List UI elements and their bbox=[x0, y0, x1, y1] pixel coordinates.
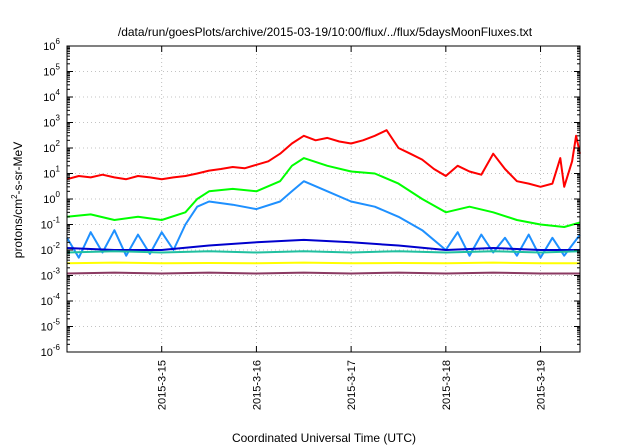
y-tick-label: 10-5 bbox=[41, 318, 61, 334]
grid bbox=[67, 46, 580, 352]
y-tick-exponent: 4 bbox=[56, 88, 61, 97]
y-tick-label: 106 bbox=[43, 37, 60, 53]
y-tick-exponent: 2 bbox=[56, 139, 61, 148]
y-tick-exponent: -2 bbox=[53, 241, 61, 250]
y-tick-exponent: 1 bbox=[56, 165, 61, 174]
y-tick-base: 10 bbox=[43, 143, 55, 155]
y-tick-base: 10 bbox=[43, 41, 55, 53]
y-tick-base: 10 bbox=[41, 220, 53, 232]
y-tick-label: 10-6 bbox=[41, 343, 61, 359]
y-tick-labels: 10-610-510-410-310-210-11001011021031041… bbox=[41, 37, 61, 359]
y-tick-base: 10 bbox=[41, 322, 53, 334]
y-tick-exponent: 5 bbox=[56, 63, 61, 72]
x-tick-label: 2015-3-19 bbox=[536, 360, 548, 410]
y-tick-label: 10-2 bbox=[41, 241, 61, 257]
y-tick-base: 10 bbox=[43, 169, 55, 181]
series-group bbox=[66, 129, 581, 275]
x-tick-label: 2015-3-17 bbox=[346, 360, 358, 410]
y-tick-label: 10-4 bbox=[41, 292, 61, 308]
y-tick-exponent: 3 bbox=[56, 114, 61, 123]
x-axis-label: Coordinated Universal Time (UTC) bbox=[232, 431, 416, 445]
y-tick-label: 102 bbox=[43, 139, 60, 155]
series-line-5 bbox=[66, 250, 581, 254]
x-tick-labels: 2015-3-15 2015-3-16 2015-3-17 2015-3-18 2015… bbox=[157, 360, 548, 410]
y-tick-exponent: -4 bbox=[53, 292, 61, 301]
y-tick-exponent: -5 bbox=[53, 318, 61, 327]
ticks bbox=[67, 45, 580, 353]
y-axis-label: protons/cm2-s-sr-MeV bbox=[10, 142, 25, 258]
y-tick-base: 10 bbox=[43, 194, 55, 206]
series-line-2 bbox=[66, 157, 581, 228]
y-tick-exponent: -6 bbox=[53, 343, 61, 352]
y-tick-exponent: -1 bbox=[53, 216, 61, 225]
y-tick-label: 10-1 bbox=[41, 216, 61, 232]
x-tick-label: 2015-3-18 bbox=[441, 360, 453, 410]
y-tick-exponent: -3 bbox=[53, 267, 61, 276]
series-line-4 bbox=[66, 238, 580, 251]
y-tick-base: 10 bbox=[43, 118, 55, 130]
y-tick-base: 10 bbox=[41, 347, 53, 359]
y-tick-label: 103 bbox=[43, 114, 60, 130]
y-tick-base: 10 bbox=[41, 271, 53, 283]
series-line-6 bbox=[66, 261, 580, 265]
x-tick-label: 2015-3-16 bbox=[251, 360, 263, 410]
y-axis-label-suffix: -s-sr-MeV bbox=[11, 142, 25, 195]
y-tick-base: 10 bbox=[41, 245, 53, 257]
y-tick-exponent: 6 bbox=[56, 37, 61, 46]
y-axis-label-prefix: protons/cm bbox=[11, 199, 25, 258]
y-tick-base: 10 bbox=[43, 92, 55, 104]
y-tick-base: 10 bbox=[43, 67, 55, 79]
y-tick-base: 10 bbox=[41, 296, 53, 308]
y-tick-label: 100 bbox=[43, 190, 60, 206]
y-tick-label: 101 bbox=[43, 165, 60, 181]
y-tick-exponent: 0 bbox=[56, 190, 61, 199]
y-tick-label: 104 bbox=[43, 88, 60, 104]
series-line-7 bbox=[66, 271, 580, 275]
y-tick-label: 10-3 bbox=[41, 267, 61, 283]
y-tick-label: 105 bbox=[43, 63, 60, 79]
series-line-3 bbox=[66, 180, 581, 259]
x-tick-label: 2015-3-15 bbox=[157, 360, 169, 410]
y-axis-label-superscript: 2 bbox=[10, 194, 19, 199]
series-line-1 bbox=[66, 129, 581, 188]
chart-title: /data/run/goesPlots/archive/2015-03-19/1… bbox=[118, 25, 533, 39]
